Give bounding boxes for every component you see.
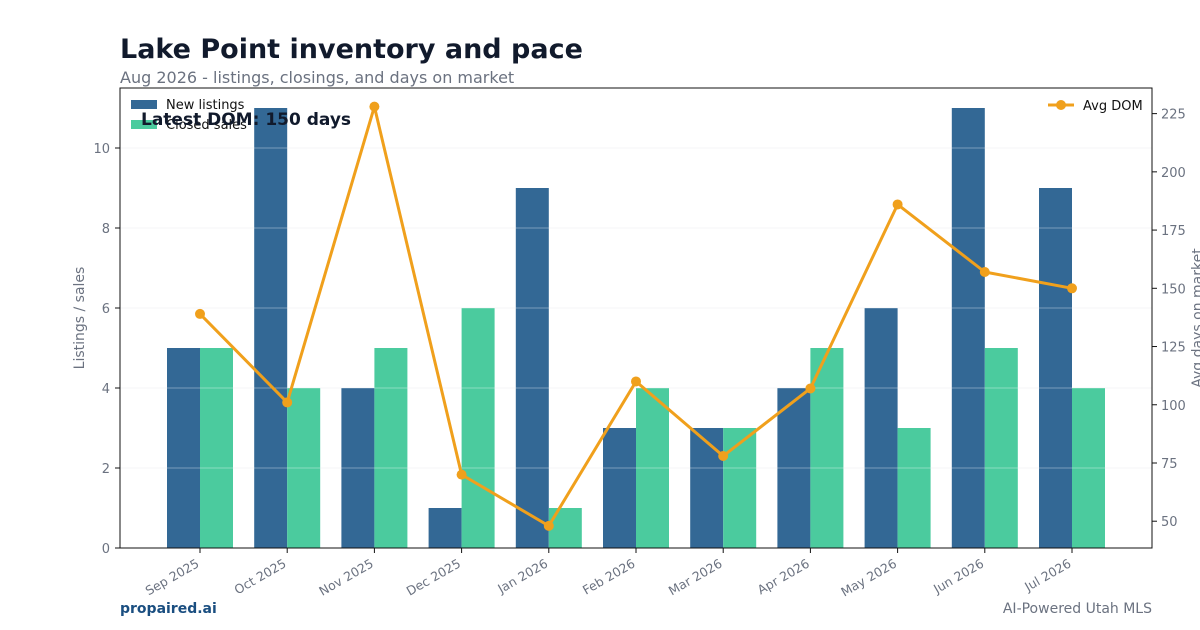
bar-closed-sales bbox=[810, 348, 844, 548]
brand-name: propaired.ai bbox=[120, 601, 217, 617]
y2-tick-label: 150 bbox=[1161, 282, 1186, 297]
avg-dom-point bbox=[543, 520, 554, 531]
y-tick-label: 2 bbox=[102, 462, 110, 477]
bar-new-listings bbox=[603, 428, 636, 548]
y2-tick-label: 100 bbox=[1161, 399, 1186, 414]
y2-tick-label: 200 bbox=[1161, 166, 1186, 181]
avg-dom-point bbox=[892, 199, 903, 210]
x-tick-label: Jul 2026 bbox=[1021, 556, 1073, 595]
x-tick-label: Jan 2026 bbox=[494, 556, 550, 597]
avg-dom-point bbox=[456, 469, 467, 480]
bar-closed-sales bbox=[374, 348, 408, 548]
x-tick-label: Sep 2025 bbox=[143, 556, 202, 599]
bar-new-listings bbox=[254, 108, 288, 548]
x-tick-label: Oct 2025 bbox=[231, 556, 288, 598]
x-tick-label: Mar 2026 bbox=[666, 556, 725, 599]
bar-closed-sales bbox=[897, 428, 931, 548]
chart-title: Lake Point inventory and pace bbox=[120, 34, 583, 65]
avg-dom-point bbox=[195, 308, 205, 319]
bar-closed-sales bbox=[287, 388, 321, 548]
y2-tick-label: 175 bbox=[1161, 224, 1186, 239]
bar-new-listings bbox=[690, 428, 724, 548]
y2-tick-label: 125 bbox=[1161, 341, 1186, 356]
bar-new-listings bbox=[777, 388, 811, 548]
x-tick-label: Dec 2025 bbox=[404, 556, 463, 599]
y-axis-title: Listings / sales bbox=[72, 267, 88, 370]
bar-closed-sales bbox=[636, 388, 669, 548]
bar-closed-sales bbox=[461, 308, 495, 548]
bar-new-listings bbox=[1039, 188, 1072, 548]
chart-subtitle: Aug 2026 - listings, closings, and days … bbox=[120, 68, 515, 87]
avg-dom-point bbox=[369, 101, 380, 112]
bar-new-listings bbox=[951, 108, 985, 548]
bar-new-listings bbox=[341, 388, 375, 548]
bar-new-listings bbox=[167, 348, 200, 548]
avg-dom-point bbox=[805, 383, 816, 394]
y-tick-label: 8 bbox=[102, 222, 110, 237]
x-tick-label: May 2026 bbox=[838, 556, 899, 600]
x-tick-label: Jun 2026 bbox=[930, 556, 986, 597]
legend-swatch-new-listings bbox=[131, 100, 157, 109]
y2-tick-label: 50 bbox=[1161, 515, 1178, 530]
bar-new-listings bbox=[864, 308, 898, 548]
y2-tick-label: 225 bbox=[1161, 108, 1186, 123]
y2-tick-label: 75 bbox=[1161, 457, 1178, 472]
latest-dom-annotation: Latest DOM: 150 days bbox=[141, 110, 351, 130]
avg-dom-point bbox=[631, 376, 641, 387]
y-tick-label: 4 bbox=[102, 382, 110, 397]
y2-axis-title: Avg days on market bbox=[1190, 248, 1200, 388]
x-tick-label: Nov 2025 bbox=[316, 556, 376, 599]
bar-closed-sales bbox=[548, 508, 582, 548]
avg-dom-point bbox=[1067, 283, 1077, 294]
bar-closed-sales bbox=[723, 428, 757, 548]
bar-new-listings bbox=[428, 508, 462, 548]
y-tick-label: 10 bbox=[93, 142, 110, 157]
y-tick-label: 0 bbox=[102, 542, 110, 557]
bar-closed-sales bbox=[200, 348, 233, 548]
avg-dom-point bbox=[282, 397, 293, 408]
legend-swatch-closed-sales bbox=[131, 120, 157, 129]
legend-label-new-listings: New listings bbox=[166, 98, 245, 113]
avg-dom-point bbox=[718, 451, 729, 461]
x-tick-label: Apr 2026 bbox=[755, 556, 812, 598]
legend-marker-avg-dom bbox=[1056, 100, 1066, 110]
y-tick-label: 6 bbox=[102, 302, 110, 317]
bar-new-listings bbox=[515, 188, 549, 548]
avg-dom-point bbox=[979, 267, 990, 277]
bar-closed-sales bbox=[984, 348, 1018, 548]
legend-label-closed-sales: Closed sales bbox=[166, 118, 247, 133]
x-tick-label: Feb 2026 bbox=[580, 556, 638, 598]
bar-closed-sales bbox=[1072, 388, 1105, 548]
brand-tagline: AI-Powered Utah MLS bbox=[1002, 601, 1152, 617]
legend-label-avg-dom: Avg DOM bbox=[1083, 99, 1143, 114]
